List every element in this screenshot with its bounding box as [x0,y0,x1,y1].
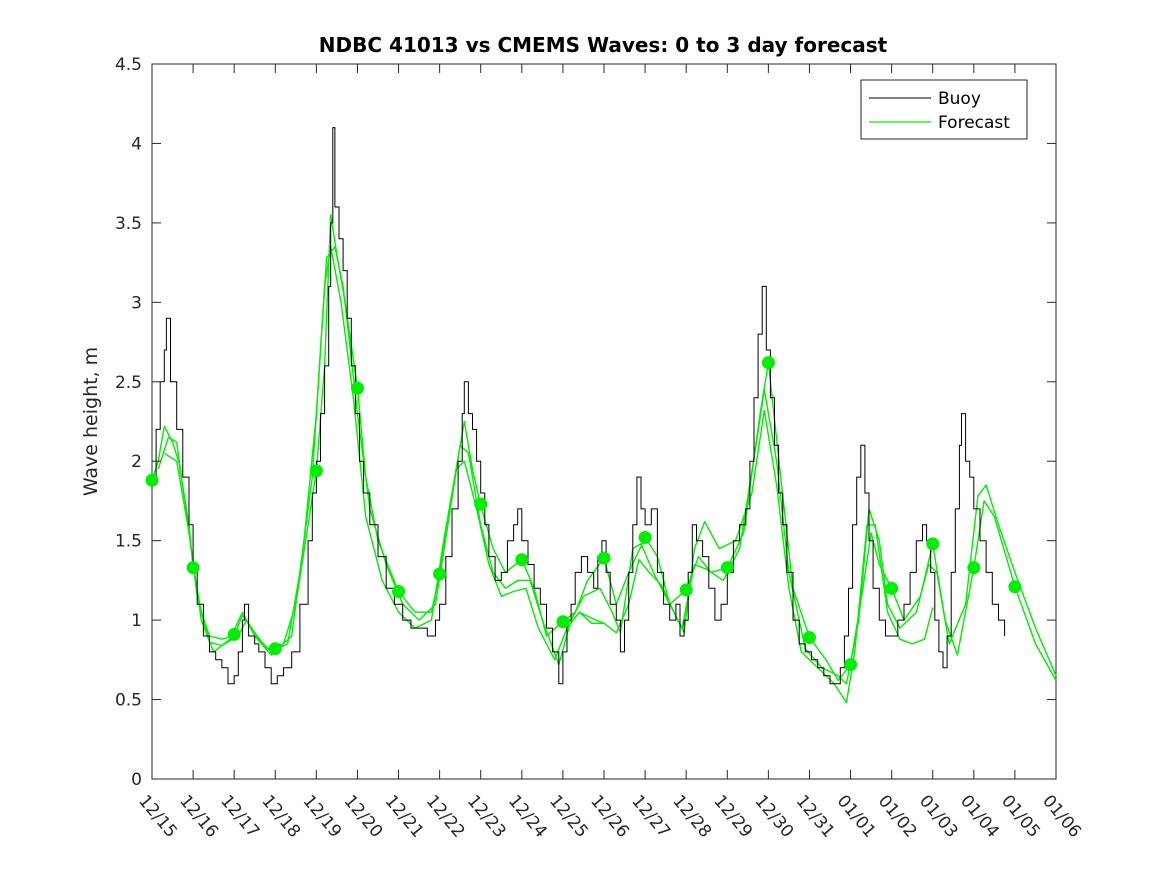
legend: Buoy Forecast [860,79,1028,140]
series-layer [151,127,1057,704]
y-tick-label: 3 [131,293,142,313]
forecast-marker [885,581,899,595]
y-tick-label: 0.5 [115,691,142,711]
legend-box [860,79,1028,140]
marker-layer [145,356,1022,672]
forecast-marker [1008,580,1022,594]
forecast-marker [967,561,981,575]
y-tick-label: 1.5 [115,532,142,552]
forecast-marker [720,561,734,575]
forecast-marker [556,615,570,629]
y-tick-label: 2 [131,452,142,472]
y-axis-label: Wave height, m [80,347,102,496]
plot-area: 12/1512/1612/1712/1812/1912/2012/2112/22… [115,55,1085,842]
y-tick-label: 4 [131,134,142,154]
legend-label-buoy: Buoy [938,89,981,109]
buoy-series-line [152,127,1006,685]
forecast-marker [227,627,241,641]
forecast-marker [638,530,652,544]
forecast-marker [844,658,858,672]
forecast-marker [433,567,447,581]
y-tick-label: 0 [131,770,142,790]
forecast-marker [802,631,816,645]
forecast-marker [309,464,323,478]
y-tick-label: 2.5 [115,373,142,393]
forecast-marker [761,356,775,370]
forecast-marker [474,497,488,511]
forecast-series-line-3 [163,245,934,704]
axes-box [151,63,1057,780]
chart-title: NDBC 41013 vs CMEMS Waves: 0 to 3 day fo… [319,33,888,57]
y-tick-label: 4.5 [115,55,142,75]
forecast-series-line-4 [578,611,604,624]
forecast-marker [145,473,159,487]
forecast-marker [186,561,200,575]
forecast-marker [926,537,940,551]
forecast-marker [515,553,529,567]
y-tick-label: 3.5 [115,214,142,234]
forecast-marker [597,551,611,565]
forecast-marker [268,642,282,656]
forecast-marker [392,585,406,599]
forecast-marker [350,381,364,395]
legend-label-forecast: Forecast [938,113,1010,133]
y-tick-label: 1 [131,611,142,631]
forecast-marker [679,583,693,597]
